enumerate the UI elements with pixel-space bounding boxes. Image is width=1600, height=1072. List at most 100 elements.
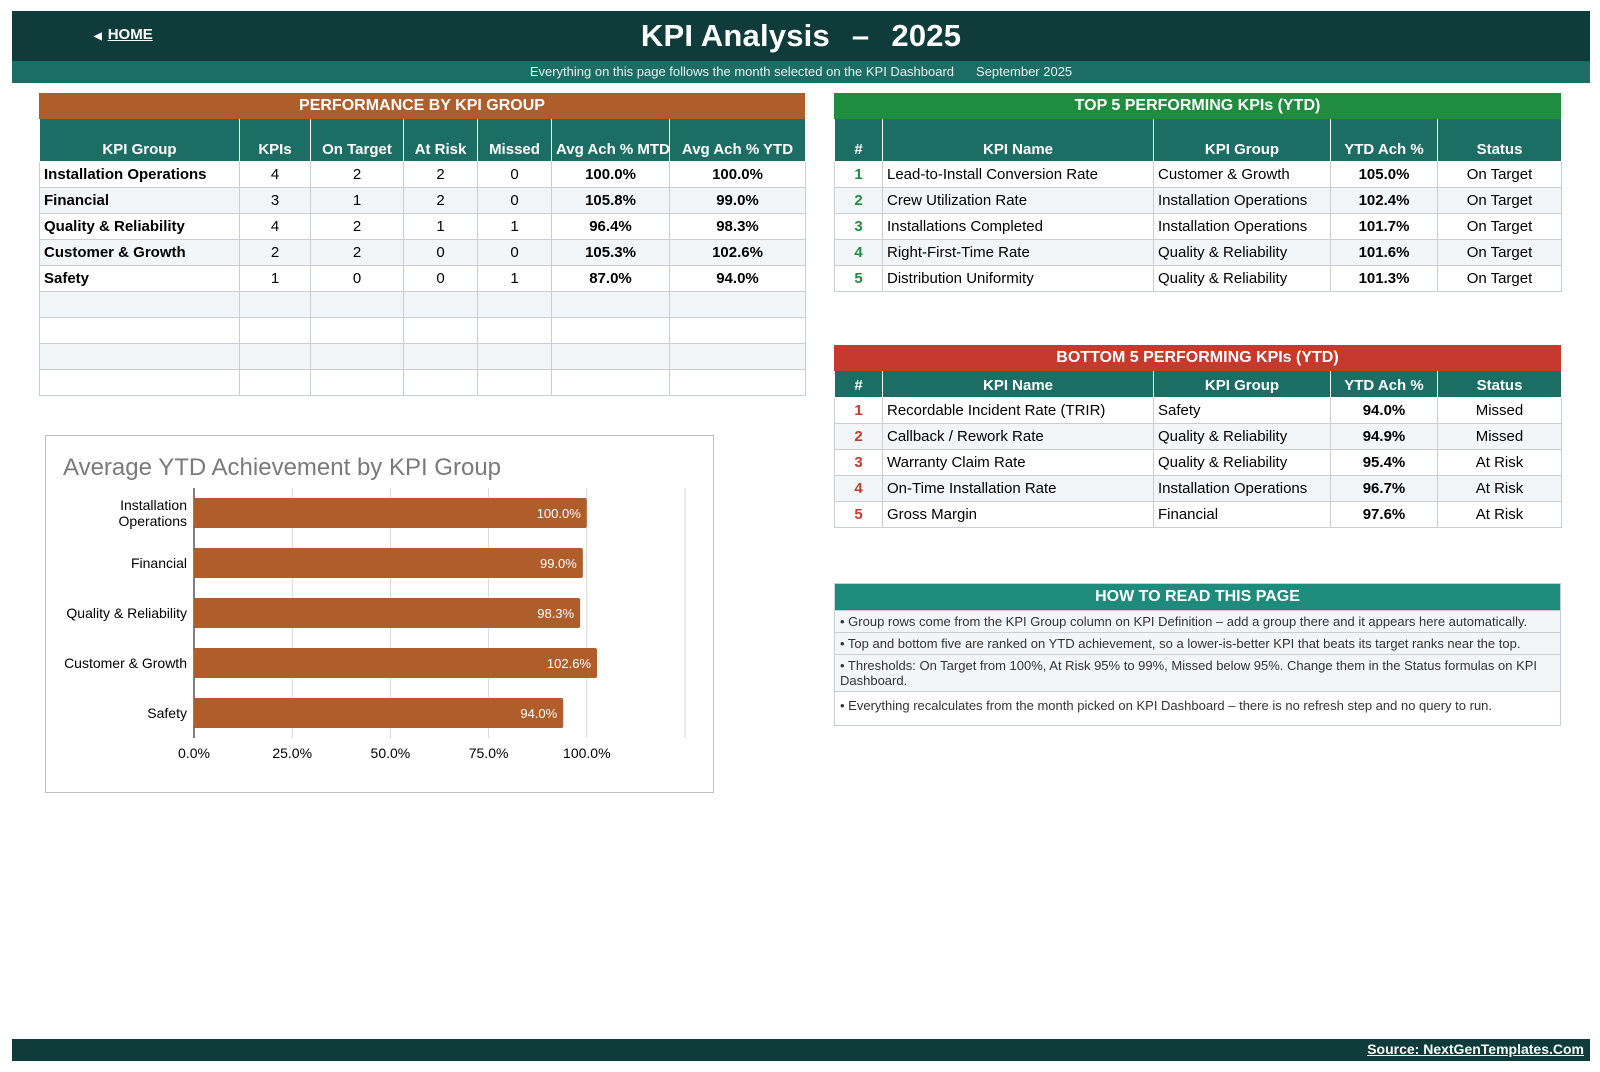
how-to-read-panel: HOW TO READ THIS PAGE • Group rows come …: [834, 583, 1561, 726]
performance-cell: 2: [310, 238, 404, 266]
bottom5-header-row: # KPI Name KPI Group YTD Ach % Status: [834, 371, 1562, 398]
performance-cell: 1: [477, 264, 552, 292]
bottom5-cell: At Risk: [1437, 500, 1562, 528]
source-link[interactable]: Source: NextGenTemplates.Com: [1367, 1041, 1584, 1057]
top5-cell: Quality & Reliability: [1153, 238, 1331, 266]
performance-cell: 2: [310, 160, 404, 188]
ytd-achievement-chart[interactable]: 100.0% Installation Operations 99.0% Financi…: [45, 435, 714, 793]
bottom5-cell: 3: [834, 448, 883, 476]
performance-cell: 96.4%: [551, 212, 670, 240]
top5-cell: 101.3%: [1330, 264, 1438, 292]
chart-bar: [194, 548, 583, 578]
performance-cell: 4: [239, 212, 311, 240]
footer-bar: Source: NextGenTemplates.Com: [12, 1039, 1590, 1061]
top5-cell: Right-First-Time Rate: [882, 238, 1154, 266]
bottom5-row: 5 Gross Margin Financial 97.6% At Risk: [834, 500, 1562, 528]
top5-col-header: KPI Group: [1153, 119, 1331, 162]
performance-cell: [669, 316, 806, 344]
bottom5-cell: Financial: [1153, 500, 1331, 528]
performance-cell: [403, 290, 478, 318]
chart-data-label: 102.6%: [547, 656, 592, 671]
bottom5-row: 1 Recordable Incident Rate (TRIR) Safety 94…: [834, 396, 1562, 424]
bottom5-cell: 1: [834, 396, 883, 424]
bottom5-cell: 94.9%: [1330, 422, 1438, 450]
performance-row: Quality & Reliability 4 2 1 1 96.4% 98.3%: [39, 212, 806, 240]
top5-col-header: KPI Name: [882, 119, 1154, 162]
top5-col-header: YTD Ach %: [1330, 119, 1438, 162]
performance-cell: 105.8%: [551, 186, 670, 214]
chart-bar: [194, 498, 587, 528]
chart-category-label: Operations: [119, 513, 187, 529]
performance-cell: [239, 342, 311, 370]
bottom5-col-header: Status: [1437, 371, 1562, 398]
performance-row: Installation Operations 4 2 2 0 100.0% 100.0%: [39, 160, 806, 188]
bottom5-cell: 96.7%: [1330, 474, 1438, 502]
bottom5-panel: BOTTOM 5 PERFORMING KPIs (YTD) # KPI Name…: [834, 345, 1562, 528]
performance-row: [39, 316, 806, 344]
performance-cell: [477, 342, 552, 370]
performance-cell: [669, 368, 806, 396]
performance-col-header: Missed: [477, 119, 552, 162]
home-label: HOME: [107, 26, 153, 43]
top5-row: 4 Right-First-Time Rate Quality & Reliabil…: [834, 238, 1562, 266]
bottom5-row: 3 Warranty Claim Rate Quality & Reliabilit…: [834, 448, 1562, 476]
performance-cell: [551, 342, 670, 370]
chart-category-label: Financial: [131, 555, 187, 571]
performance-cell: [477, 316, 552, 344]
bottom5-cell: On-Time Installation Rate: [882, 474, 1154, 502]
performance-cell: 4: [239, 160, 311, 188]
chart-x-tick-label: 25.0%: [272, 745, 312, 761]
performance-by-group-panel: PERFORMANCE BY KPI GROUP KPI Group KPIs On…: [39, 93, 806, 396]
top5-cell: 5: [834, 264, 883, 292]
chart-x-tick-label: 75.0%: [469, 745, 509, 761]
chart-data-label: 98.3%: [537, 606, 574, 621]
bottom5-body: 1 Recordable Incident Rate (TRIR) Safety 94…: [834, 396, 1562, 528]
bottom5-row: 4 On-Time Installation Rate Installation O…: [834, 474, 1562, 502]
top5-cell: Installations Completed: [882, 212, 1154, 240]
top5-cell: Customer & Growth: [1153, 160, 1331, 188]
top5-row: 3 Installations Completed Installation Ope…: [834, 212, 1562, 240]
performance-cell: [403, 342, 478, 370]
performance-cell: [551, 368, 670, 396]
performance-cell: [477, 368, 552, 396]
performance-cell: 1: [239, 264, 311, 292]
bottom5-cell: At Risk: [1437, 474, 1562, 502]
home-link[interactable]: ◀ HOME: [94, 26, 153, 43]
top5-cell: 101.6%: [1330, 238, 1438, 266]
performance-cell: [310, 316, 404, 344]
chart-bar: [194, 698, 564, 728]
bottom5-cell: Missed: [1437, 396, 1562, 424]
performance-cell: 98.3%: [669, 212, 806, 240]
top5-cell: 3: [834, 212, 883, 240]
performance-cell: [551, 290, 670, 318]
performance-cell: 2: [403, 186, 478, 214]
top5-cell: Lead-to-Install Conversion Rate: [882, 160, 1154, 188]
top5-col-header: #: [834, 119, 883, 162]
top5-cell: Distribution Uniformity: [882, 264, 1154, 292]
top5-panel: TOP 5 PERFORMING KPIs (YTD) # KPI Name KPI…: [834, 93, 1562, 292]
performance-cell: 87.0%: [551, 264, 670, 292]
top5-row: 2 Crew Utilization Rate Installation Opera…: [834, 186, 1562, 214]
top5-row: 1 Lead-to-Install Conversion Rate Customer…: [834, 160, 1562, 188]
performance-col-header: KPIs: [239, 119, 311, 162]
performance-cell: [310, 368, 404, 396]
bottom5-cell: 95.4%: [1330, 448, 1438, 476]
bottom5-col-header: KPI Group: [1153, 371, 1331, 398]
performance-row: [39, 342, 806, 370]
bottom5-cell: Recordable Incident Rate (TRIR): [882, 396, 1154, 424]
performance-col-header: KPI Group: [39, 119, 240, 162]
howto-note: • Everything recalculates from the month…: [835, 691, 1560, 725]
performance-cell: 99.0%: [669, 186, 806, 214]
bottom5-cell: 94.0%: [1330, 396, 1438, 424]
chart-category-label: Quality & Reliability: [66, 605, 187, 621]
bottom5-title: BOTTOM 5 PERFORMING KPIs (YTD): [834, 345, 1561, 371]
performance-col-header: On Target: [310, 119, 404, 162]
performance-cell: [39, 342, 240, 370]
performance-cell: 2: [403, 160, 478, 188]
bottom5-row: 2 Callback / Rework Rate Quality & Reliabi…: [834, 422, 1562, 450]
performance-cell: [310, 342, 404, 370]
performance-cell: [39, 368, 240, 396]
bottom5-cell: 2: [834, 422, 883, 450]
bottom5-cell: Quality & Reliability: [1153, 422, 1331, 450]
